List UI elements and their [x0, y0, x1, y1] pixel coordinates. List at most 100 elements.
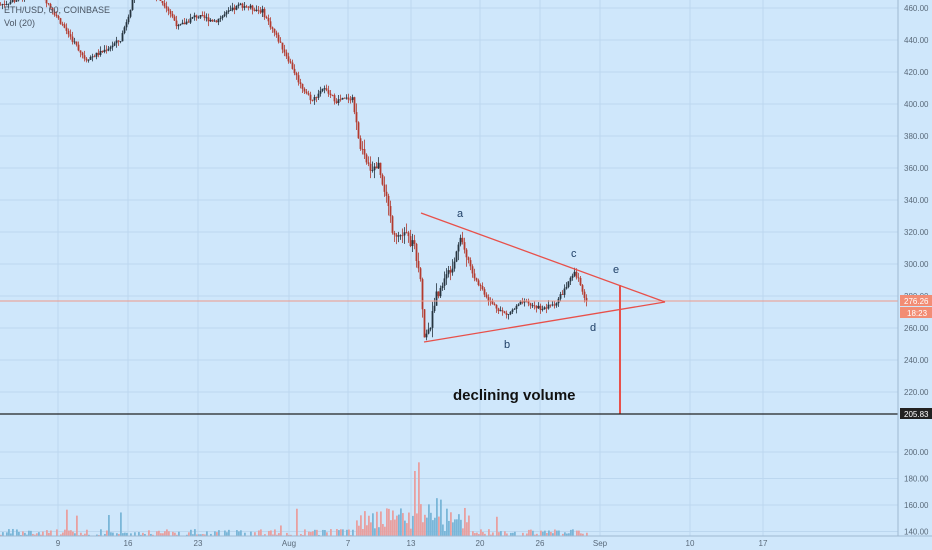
candle-body	[277, 34, 280, 42]
candle-body	[347, 97, 350, 100]
volume-bar	[340, 529, 342, 536]
candle-body	[263, 8, 266, 18]
volume-bar	[120, 512, 122, 536]
candle-body	[403, 232, 406, 236]
candle-body	[463, 242, 466, 250]
candle-body	[49, 3, 52, 8]
volume-bar	[416, 513, 418, 536]
candle-body	[271, 27, 274, 29]
candle-body	[529, 303, 532, 306]
volume-bar	[194, 529, 196, 536]
candle-body	[351, 97, 354, 100]
volume-bar	[496, 516, 498, 536]
volume-bar	[550, 531, 552, 536]
candle-body	[539, 305, 542, 310]
volume-bar	[448, 520, 450, 536]
volume-bar	[228, 529, 230, 536]
candle-body	[97, 52, 100, 55]
candle-body	[367, 162, 370, 164]
volume-bar	[558, 530, 560, 536]
candle-body	[543, 307, 546, 310]
candle-body	[381, 174, 384, 185]
price-badge-bg	[900, 295, 932, 306]
volume-bar	[514, 531, 516, 536]
volume-bar	[582, 533, 584, 536]
candle-body	[267, 18, 270, 22]
volume-bar	[536, 533, 538, 536]
volume-bar	[490, 534, 492, 536]
volume-bar	[16, 529, 18, 536]
candle-body	[503, 311, 506, 313]
volume-bar	[134, 532, 136, 536]
triangle-upper-line[interactable]	[420, 212, 666, 303]
candle-body	[467, 257, 470, 261]
price-axis-panel	[898, 0, 932, 536]
volume-bar	[0, 534, 2, 536]
candle-body	[165, 6, 168, 9]
volume-bar	[380, 511, 382, 536]
candle-body	[469, 260, 472, 267]
volume-bar	[200, 534, 202, 536]
volume-bar	[578, 530, 580, 536]
wave-label-b: b	[504, 339, 510, 351]
volume-bars[interactable]	[0, 462, 588, 536]
candle-body	[123, 27, 126, 34]
triangle-pattern[interactable]	[420, 212, 666, 343]
volume-bar	[26, 534, 28, 536]
candle-body	[175, 20, 178, 27]
volume-bar	[430, 512, 432, 536]
price-badge-value: 276.26	[904, 297, 929, 306]
candle-body	[227, 10, 230, 12]
candle-body	[379, 162, 382, 175]
candle-body	[441, 285, 444, 289]
candle-body	[561, 294, 564, 296]
candle-body	[321, 88, 324, 91]
candle-body	[437, 291, 440, 297]
volume-bar	[290, 534, 292, 536]
candle-body	[7, 3, 10, 5]
candle-body	[475, 278, 478, 281]
candle-body	[547, 304, 550, 309]
price-candles[interactable]	[0, 0, 588, 341]
volume-bar	[482, 532, 484, 536]
candle-body	[65, 27, 68, 31]
volume-bar	[108, 515, 110, 536]
time-tick-label: 16	[124, 539, 133, 548]
candle-body	[1, 4, 4, 5]
candle-body	[187, 21, 190, 23]
volume-bar	[566, 533, 568, 536]
time-tick-label: 10	[686, 539, 695, 548]
volume-bar	[260, 529, 262, 536]
time-axis-ticks: 9 16 23 Aug 7 13 20 26 Sep 10 17	[56, 539, 768, 548]
volume-bar	[6, 532, 8, 536]
volume-bar	[366, 525, 368, 536]
volume-bar	[64, 529, 66, 536]
candle-body	[251, 5, 254, 10]
candle-body	[51, 7, 54, 12]
volume-bar	[386, 508, 388, 536]
volume-bar	[586, 532, 588, 536]
candle-body	[233, 7, 236, 10]
wave-label-a: a	[457, 208, 464, 220]
candle-body	[311, 100, 314, 101]
volume-bar	[172, 531, 174, 536]
wave-label-e: e	[613, 264, 619, 276]
volume-bar	[356, 520, 358, 536]
candle-body	[391, 216, 394, 233]
volume-bar	[474, 533, 476, 536]
volume-bar	[446, 508, 448, 536]
volume-bar	[376, 511, 378, 536]
candle-body	[375, 166, 378, 169]
volume-bar	[156, 531, 158, 536]
candle-body	[261, 8, 264, 13]
candle-body	[427, 329, 430, 334]
volume-bar	[30, 530, 32, 536]
volume-bar	[368, 515, 370, 536]
triangle-lower-line[interactable]	[423, 301, 666, 343]
candle-body	[515, 305, 518, 309]
candle-body	[197, 17, 200, 19]
candle-body	[71, 36, 74, 42]
candle-body	[3, 4, 6, 5]
price-tick-label: 320.00	[904, 228, 929, 237]
volume-bar	[56, 529, 58, 536]
